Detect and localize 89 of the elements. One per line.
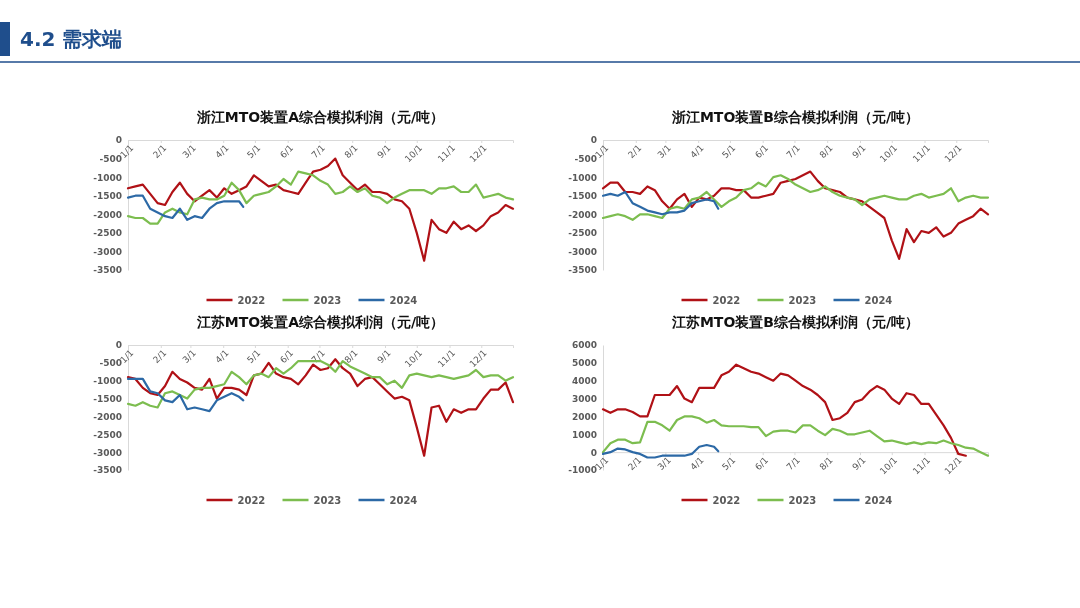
y-tick-label: -3000	[93, 246, 122, 257]
y-tick-label: 1000	[571, 429, 597, 440]
x-tick-label: 8/1	[342, 347, 360, 366]
x-tick-label: 5/1	[245, 142, 263, 161]
legend-label: 2024	[864, 294, 893, 306]
y-tick-label: -2500	[93, 429, 122, 440]
legend-label: 2024	[389, 294, 418, 306]
y-tick-label: -500	[574, 153, 597, 164]
y-tick-label: -3500	[93, 465, 122, 476]
x-tick-label: 7/1	[309, 142, 328, 161]
y-tick-label: 0	[115, 340, 122, 351]
y-tick-label: 0	[590, 447, 597, 458]
text: 4.2 需求端	[20, 27, 123, 51]
y-tick-label: -1000	[93, 172, 122, 183]
x-tick-label: 3/1	[180, 142, 198, 161]
x-tick-label: 9/1	[375, 142, 393, 161]
y-tick-label: -2000	[93, 411, 122, 422]
y-tick-label: -500	[99, 153, 122, 164]
y-tick-label: -1500	[93, 393, 122, 404]
x-tick-label: 6/1	[752, 454, 771, 473]
legend-label: 2024	[389, 494, 418, 506]
x-tick-label: 8/1	[817, 454, 835, 473]
x-tick-label: 2/1	[151, 142, 169, 161]
x-tick-label: 4/1	[213, 347, 231, 366]
x-tick-label: 8/1	[817, 142, 835, 161]
y-tick-label: -3500	[568, 265, 597, 276]
legend-label: 2024	[864, 494, 893, 506]
x-tick-label: 9/1	[850, 454, 868, 473]
line-series	[126, 170, 515, 225]
line-series	[126, 377, 245, 413]
y-tick-label: 0	[590, 135, 597, 146]
x-tick-label: 3/1	[655, 454, 673, 473]
legend-label: 2022	[237, 494, 266, 506]
x-tick-label: 8/1	[342, 142, 360, 161]
chart-title: 江苏MTO装置A综合模拟利润（元/吨）	[195, 314, 445, 330]
legend-label: 2023	[788, 294, 817, 306]
y-tick-label: 2000	[571, 411, 597, 422]
x-tick-label: 4/1	[688, 454, 706, 473]
chart-title: 浙江MTO装置B综合模拟利润（元/吨）	[670, 109, 920, 125]
x-tick-label: 9/1	[375, 347, 393, 366]
x-tick-label: 5/1	[245, 347, 263, 366]
line-series	[601, 174, 990, 221]
line-series	[601, 170, 990, 260]
y-tick-label: 6000	[571, 340, 597, 351]
x-tick-label: 5/1	[720, 142, 738, 161]
legend-label: 2023	[788, 494, 817, 506]
line-series	[601, 190, 720, 216]
y-tick-label: -1500	[568, 191, 597, 202]
x-tick-label: 6/1	[277, 347, 296, 366]
line-series	[601, 363, 967, 457]
y-tick-label: 5000	[571, 358, 597, 369]
y-tick-label: -3000	[93, 447, 122, 458]
y-tick-label: 0	[115, 135, 122, 146]
line-series	[601, 443, 720, 459]
y-tick-label: -1500	[93, 191, 122, 202]
x-tick-label: 4/1	[213, 142, 231, 161]
legend-label: 2022	[712, 294, 741, 306]
x-tick-label: 7/1	[784, 454, 803, 473]
legend-label: 2022	[237, 294, 266, 306]
x-tick-label: 3/1	[180, 347, 198, 366]
y-tick-label: -1000	[93, 376, 122, 387]
legend-label: 2023	[313, 294, 342, 306]
x-tick-label: 2/1	[626, 142, 644, 161]
x-tick-label: 5/1	[720, 454, 738, 473]
y-tick-label: -1000	[568, 465, 597, 476]
y-tick-label: -2500	[568, 228, 597, 239]
legend-label: 2023	[313, 494, 342, 506]
y-tick-label: -2500	[93, 228, 122, 239]
line-series	[601, 415, 990, 457]
x-tick-label: 6/1	[752, 142, 771, 161]
x-tick-label: 9/1	[850, 142, 868, 161]
y-tick-label: -500	[99, 358, 122, 369]
x-tick-label: 6/1	[277, 142, 296, 161]
legend-label: 2022	[712, 494, 741, 506]
y-tick-label: -2000	[568, 209, 597, 220]
x-tick-label: 2/1	[151, 347, 169, 366]
y-tick-label: 4000	[571, 376, 597, 387]
y-tick-label: -3000	[568, 246, 597, 257]
chart-title: 浙江MTO装置A综合模拟利润（元/吨）	[195, 109, 445, 125]
y-tick-label: 3000	[571, 393, 597, 404]
x-tick-label: 7/1	[784, 142, 803, 161]
x-tick-label: 4/1	[688, 142, 706, 161]
x-tick-label: 3/1	[655, 142, 673, 161]
y-tick-label: -3500	[93, 265, 122, 276]
x-tick-label: 2/1	[626, 454, 644, 473]
y-tick-label: -2000	[93, 209, 122, 220]
y-tick-label: -1000	[568, 172, 597, 183]
line-series	[126, 194, 245, 221]
chart-title: 江苏MTO装置B综合模拟利润（元/吨）	[670, 314, 920, 330]
